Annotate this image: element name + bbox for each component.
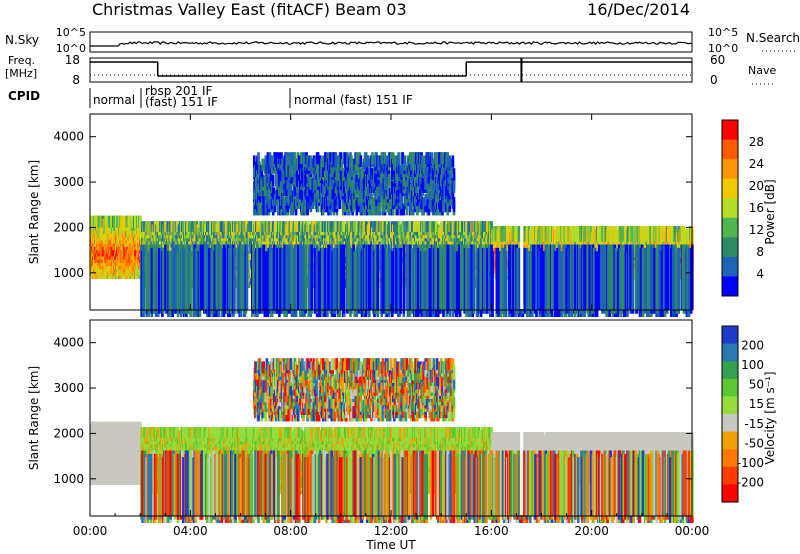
radar-summary-plot: Christmas Valley East (fitACF) Beam 03 1…: [0, 0, 800, 554]
freq-tick-bottom: 8: [72, 73, 80, 87]
noise-left-tick-top: 10^5: [56, 26, 86, 39]
frequency-panel: Freq. [MHz] 18 8 Nave 60 0: [5, 53, 776, 87]
noise-panel: N.Sky N.Search 10^5 10^0 10^5 10^0: [5, 26, 800, 55]
date-label: 16/Dec/2014: [587, 0, 690, 19]
beam-label: Beam 03: [335, 0, 407, 19]
freq-tick-top: 18: [65, 53, 80, 67]
noise-line: [90, 42, 692, 46]
nave-tick-bottom: 0: [710, 73, 718, 87]
cpid-panel: CPID normal rbsp 201 IF (fast) 151 IF no…: [8, 84, 413, 109]
cpid-segment-fast: (fast) 151 IF: [145, 95, 218, 109]
nave-tick-top: 60: [710, 53, 725, 67]
nave-label: Nave: [748, 64, 776, 77]
cpid-segment-normal: normal: [93, 93, 135, 107]
noise-right-tick-top: 10^5: [708, 26, 738, 39]
noise-sky-label: N.Sky: [5, 33, 39, 47]
noise-sky-trace: [90, 42, 692, 46]
cpid-label: CPID: [8, 89, 40, 103]
cpid-segment-normal-fast: normal (fast) 151 IF: [294, 93, 413, 107]
freq-label-1: Freq.: [8, 54, 35, 67]
frequency-trace: [90, 58, 692, 82]
station-title: Christmas Valley East (fitACF): [92, 0, 330, 19]
freq-label-2: [MHz]: [5, 67, 37, 80]
noise-search-label: N.Search: [746, 31, 800, 45]
